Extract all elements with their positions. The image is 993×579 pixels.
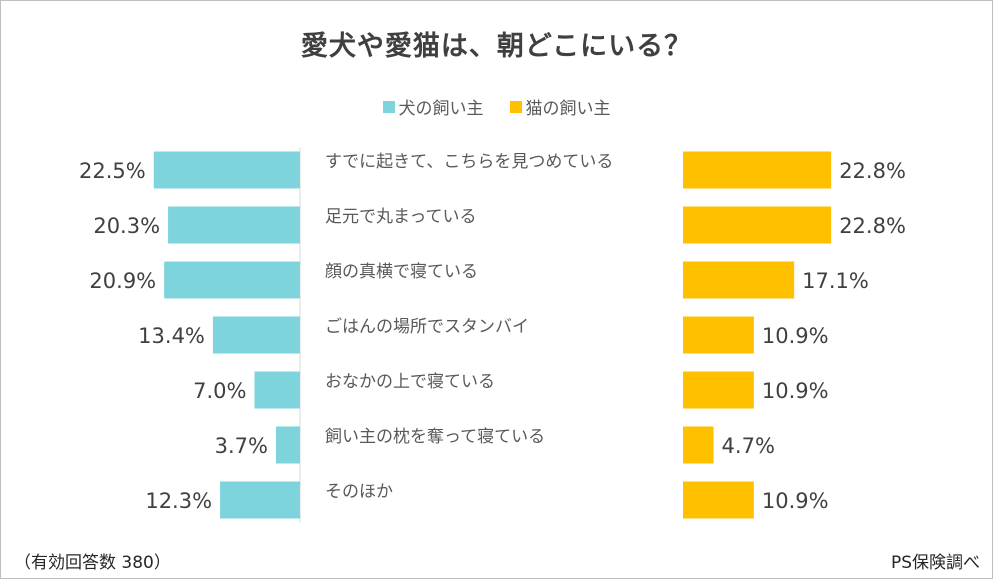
cat-value-label: 4.7% (722, 434, 775, 458)
cat-value-label: 10.9% (762, 379, 829, 403)
legend: 犬の飼い主 猫の飼い主 (0, 94, 993, 119)
dog-value-label: 7.0% (193, 379, 246, 403)
legend-label-cat: 猫の飼い主 (525, 99, 611, 119)
category-label: おなかの上で寝ている (325, 371, 495, 392)
category-label: そのほか (325, 482, 393, 502)
cat-bar (683, 206, 832, 244)
dog-bar (153, 151, 300, 189)
category-label: 顔の真横で寝ている (325, 261, 478, 282)
cat-bar (683, 371, 754, 409)
legend-swatch-cat (509, 100, 522, 113)
category-label: ごはんの場所でスタンバイ (325, 317, 529, 337)
category-label: 飼い主の枕を奪って寝ている (325, 426, 545, 447)
footnote: （有効回答数 380） (14, 553, 171, 573)
legend-item-dog: 犬の飼い主 (382, 94, 484, 119)
cat-bar (683, 426, 714, 464)
legend-item-cat: 猫の飼い主 (509, 94, 611, 119)
legend-label-dog: 犬の飼い主 (398, 99, 484, 119)
source-note: PS保険調べ (890, 553, 980, 573)
category-label: 足元で丸まっている (325, 207, 476, 227)
chart-title: 愛犬や愛猫は、朝どこにいる？ (300, 31, 693, 62)
dog-bar (164, 261, 300, 299)
dog-value-label: 13.4% (138, 324, 205, 348)
category-label: すでに起きて、こちらを見つめている (325, 152, 613, 172)
dog-bar (220, 481, 300, 519)
dog-value-label: 22.5% (79, 159, 146, 183)
dog-bar (275, 426, 300, 464)
legend-swatch-dog (382, 100, 395, 113)
cat-value-label: 10.9% (762, 324, 829, 348)
cat-value-label: 10.9% (762, 489, 829, 513)
dog-value-label: 3.7% (215, 434, 268, 458)
cat-value-label: 22.8% (839, 159, 906, 183)
dog-value-label: 12.3% (145, 489, 212, 513)
cat-value-label: 22.8% (839, 214, 906, 238)
cat-bar (683, 481, 754, 519)
cat-value-label: 17.1% (802, 269, 869, 293)
cat-bar (683, 261, 795, 299)
dog-value-label: 20.9% (89, 269, 156, 293)
dog-bar (254, 371, 300, 409)
dog-value-label: 20.3% (93, 214, 160, 238)
cat-bar (683, 316, 754, 354)
dog-bar (168, 206, 300, 244)
dog-bar (212, 316, 300, 354)
cat-bar (683, 151, 832, 189)
